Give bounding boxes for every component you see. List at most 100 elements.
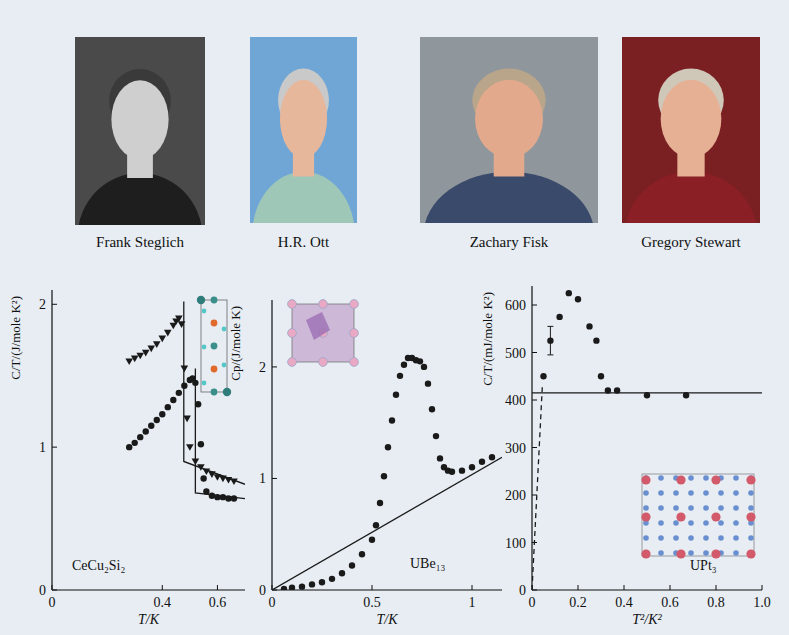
data-point bbox=[142, 350, 150, 357]
data-point bbox=[469, 464, 475, 470]
data-point bbox=[159, 411, 165, 417]
inset-atom bbox=[673, 520, 679, 526]
inset-atom bbox=[718, 505, 724, 511]
inset-atom bbox=[676, 549, 685, 558]
y-tick-label: 300 bbox=[505, 441, 526, 456]
inset-atom bbox=[211, 389, 218, 396]
photo-face bbox=[475, 80, 543, 158]
x-tick bbox=[716, 585, 717, 590]
inset-atom bbox=[688, 475, 694, 481]
data-point bbox=[137, 434, 143, 440]
inset-atom bbox=[711, 475, 720, 484]
y-tick-label: 0 bbox=[519, 583, 526, 598]
series-line bbox=[532, 386, 542, 590]
inset-atom bbox=[673, 505, 679, 511]
inset-cell bbox=[201, 300, 227, 392]
portrait bbox=[420, 37, 598, 223]
inset-atom bbox=[748, 505, 754, 511]
x-tick bbox=[670, 585, 671, 590]
data-point bbox=[459, 467, 465, 473]
inset-atom bbox=[350, 300, 359, 309]
y-tick bbox=[272, 478, 277, 479]
series-line bbox=[195, 369, 245, 499]
plot-area bbox=[532, 290, 762, 590]
inset-atom bbox=[676, 475, 685, 484]
data-point bbox=[369, 537, 375, 543]
data-point bbox=[489, 454, 495, 460]
data-point bbox=[319, 579, 325, 585]
photo-face bbox=[111, 80, 168, 159]
data-point bbox=[401, 361, 407, 367]
data-point bbox=[183, 416, 191, 423]
inset-atom bbox=[703, 520, 709, 526]
data-point bbox=[209, 493, 215, 499]
series-line bbox=[184, 301, 245, 484]
y-tick-label: 600 bbox=[505, 298, 526, 313]
data-point bbox=[165, 404, 171, 410]
y-tick-label: 200 bbox=[505, 488, 526, 503]
y-tick bbox=[52, 590, 57, 591]
y-tick-label: 0 bbox=[39, 583, 46, 598]
data-point bbox=[593, 337, 599, 343]
y-tick-label: 400 bbox=[505, 393, 526, 408]
data-point bbox=[136, 353, 144, 360]
inset-atom bbox=[288, 358, 297, 367]
inset-atom bbox=[643, 505, 649, 511]
y-tick bbox=[532, 447, 537, 448]
inset-atom bbox=[733, 505, 739, 511]
inset-atom bbox=[658, 550, 664, 556]
x-tick bbox=[762, 585, 763, 590]
y-axis bbox=[531, 286, 532, 590]
photo-shoulders bbox=[424, 172, 595, 223]
data-point bbox=[289, 585, 295, 590]
photo-face bbox=[661, 80, 722, 158]
data-point bbox=[389, 417, 395, 423]
data-point bbox=[154, 417, 160, 423]
data-point bbox=[200, 475, 206, 481]
y-axis bbox=[51, 290, 52, 590]
x-axis bbox=[532, 589, 762, 590]
data-point bbox=[479, 459, 485, 465]
inset-atom bbox=[733, 535, 739, 541]
chart-panel: 00.51012T/KCp/(J/mole K)UBe₁₃ bbox=[228, 300, 502, 627]
inset-atom bbox=[711, 512, 720, 521]
inset-atom bbox=[211, 366, 218, 373]
data-point bbox=[329, 576, 335, 582]
x-tick bbox=[578, 585, 579, 590]
y-tick bbox=[532, 590, 537, 591]
photo-shoulders bbox=[252, 172, 355, 223]
data-point bbox=[449, 469, 455, 475]
inset-atom bbox=[748, 535, 754, 541]
data-point bbox=[231, 495, 237, 501]
inset-atom bbox=[718, 520, 724, 526]
inset-atom bbox=[319, 358, 328, 367]
inset-atom bbox=[211, 343, 218, 350]
photo-shoulders bbox=[78, 173, 203, 225]
x-tick-label: 0.4 bbox=[615, 595, 633, 610]
inset-atom bbox=[658, 475, 664, 481]
data-point bbox=[421, 364, 427, 370]
inset-atom bbox=[748, 490, 754, 496]
inset-atom bbox=[658, 505, 664, 511]
x-tick bbox=[162, 585, 163, 590]
data-point bbox=[220, 494, 226, 500]
data-point bbox=[170, 397, 176, 403]
x-axis-title: T²/K² bbox=[632, 612, 662, 627]
x-axis bbox=[272, 589, 502, 590]
y-axis-title: C/T/(J/mole K²) bbox=[8, 296, 23, 380]
inset-atom bbox=[746, 512, 755, 521]
inset-atom bbox=[641, 549, 650, 558]
x-tick-label: 1.0 bbox=[753, 595, 771, 610]
x-tick-label: 1 bbox=[469, 595, 476, 610]
x-tick-label: 0.6 bbox=[661, 595, 679, 610]
panel-label: UPt₃ bbox=[690, 558, 717, 573]
inset-atom bbox=[703, 550, 709, 556]
x-axis-title: T/K bbox=[138, 612, 160, 627]
portrait-name: Zachary Fisk bbox=[470, 234, 549, 250]
y-tick bbox=[532, 400, 537, 401]
inset-atom bbox=[673, 535, 679, 541]
inset-atom bbox=[703, 505, 709, 511]
x-tick bbox=[472, 585, 473, 590]
inset-cell bbox=[642, 474, 754, 556]
inset-atom bbox=[211, 297, 218, 304]
